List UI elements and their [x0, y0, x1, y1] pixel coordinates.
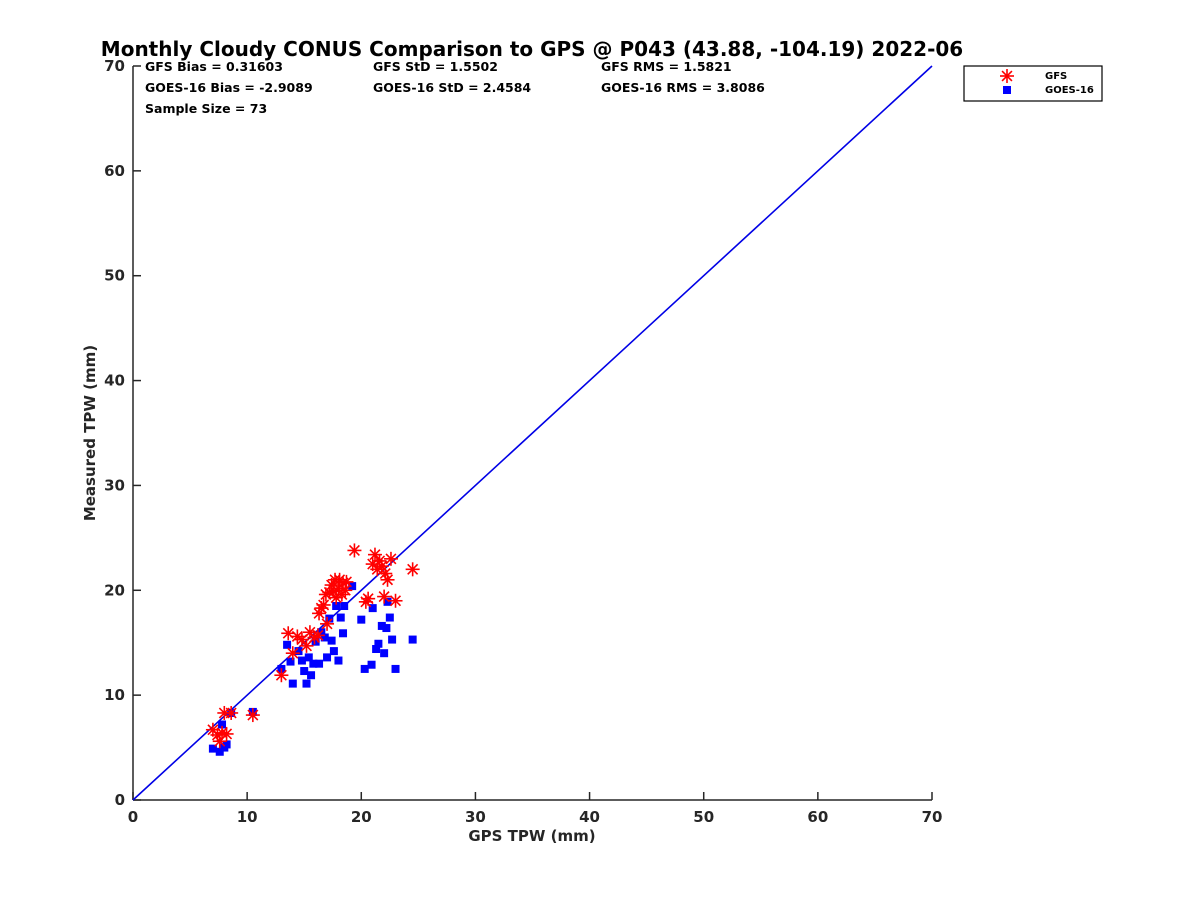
goes16-point [218, 720, 227, 729]
legend: GFS GOES-16 [963, 65, 1103, 102]
y-tick-label: 30 [104, 476, 125, 494]
gfs-point [405, 562, 420, 577]
data-points [205, 543, 420, 756]
goes16-point [302, 679, 311, 688]
plot-axes: 0 10 20 30 40 50 60 70 0 10 20 30 40 50 60 70 [104, 57, 942, 826]
goes16-point [329, 647, 338, 656]
gfs-point [388, 593, 403, 608]
legend-gfs-label: GFS [1045, 71, 1067, 82]
goes16-point [325, 614, 334, 623]
goes16-point [357, 615, 366, 624]
goes16-point [367, 660, 376, 669]
legend-goes-marker [1003, 86, 1011, 94]
goes16-point [286, 657, 295, 666]
reference-line-group [132, 65, 933, 801]
reference-line [132, 65, 933, 801]
goes16-point [391, 664, 400, 673]
goes16-point [388, 635, 397, 644]
goes16-point [408, 635, 417, 644]
gfs-point [285, 646, 300, 661]
gfs-point [374, 559, 389, 574]
goes16-point [304, 653, 313, 662]
x-tick-label: 0 [128, 808, 138, 826]
stat-sample-size: Sample Size = 73 [145, 101, 267, 116]
stat-goes-bias: GOES-16 Bias = -2.9089 [145, 80, 313, 95]
x-tick-label: 40 [579, 808, 600, 826]
gfs-point [380, 572, 395, 587]
stat-gfs-rms: GFS RMS = 1.5821 [601, 59, 732, 74]
gfs-point [347, 543, 362, 558]
goes16-point [208, 744, 217, 753]
gfs-point [245, 708, 260, 723]
stat-goes-rms: GOES-16 RMS = 3.8086 [601, 80, 765, 95]
goes16-point [323, 653, 332, 662]
y-tick-label: 40 [104, 372, 125, 390]
gfs-point [377, 589, 392, 604]
goes16-point [311, 637, 320, 646]
gfs-point [310, 628, 325, 643]
gfs-point [361, 591, 376, 606]
x-tick-label: 70 [922, 808, 943, 826]
stat-goes-std: GOES-16 StD = 2.4584 [373, 80, 531, 95]
goes16-point [288, 679, 297, 688]
goes16-point [222, 740, 231, 749]
stats-block: GFS Bias = 0.31603 GFS StD = 1.5502 GFS … [145, 59, 765, 116]
goes16-point [374, 639, 383, 648]
x-tick-label: 20 [351, 808, 372, 826]
x-tick-label: 10 [237, 808, 258, 826]
legend-goes-symbol [1003, 86, 1011, 94]
y-tick-label: 20 [104, 581, 125, 599]
x-tick-label: 30 [465, 808, 486, 826]
y-axis-label: Measured TPW (mm) [81, 345, 99, 521]
x-tick-label: 60 [807, 808, 828, 826]
y-tick-label: 60 [104, 162, 125, 180]
goes16-point [283, 640, 292, 649]
goes16-point [360, 664, 369, 673]
goes16-point [320, 633, 329, 642]
goes16-point [383, 597, 392, 606]
gfs-point [274, 668, 289, 683]
legend-gfs-symbol [1000, 69, 1014, 83]
goes16-point [377, 621, 386, 630]
goes16-point [382, 624, 391, 633]
chart-title: Monthly Cloudy CONUS Comparison to GPS @… [101, 37, 963, 61]
x-axis-label: GPS TPW (mm) [468, 827, 595, 845]
goes16-point [339, 629, 348, 638]
goes16-point [215, 747, 224, 756]
legend-box [963, 65, 1103, 102]
y-tick-label: 50 [104, 267, 125, 285]
gfs-point [219, 726, 234, 741]
goes16-point [315, 659, 324, 668]
gfs-point [224, 705, 239, 720]
gfs-point [316, 597, 331, 612]
goes16-point [307, 671, 316, 680]
goes16-point [336, 613, 345, 622]
goes16-point [372, 645, 381, 654]
gfs-point [339, 574, 354, 589]
goes16-point [300, 667, 309, 676]
legend-goes-label: GOES-16 [1045, 85, 1094, 96]
y-tick-label: 0 [115, 791, 125, 809]
gfs-point [383, 551, 398, 566]
goes16-point [368, 604, 377, 613]
x-tick-label: 50 [693, 808, 714, 826]
goes16-point [297, 656, 306, 665]
goes16-point [334, 656, 343, 665]
gfs-point [320, 616, 335, 631]
legend-gfs-marker [1000, 69, 1014, 83]
goes16-point [294, 647, 303, 656]
goes16-point [332, 602, 341, 611]
y-tick-label: 70 [104, 57, 125, 75]
goes16-point [380, 649, 389, 658]
goes16-point [340, 602, 349, 611]
goes16-point [385, 613, 394, 622]
goes16-point [348, 582, 357, 591]
stat-gfs-std: GFS StD = 1.5502 [373, 59, 498, 74]
y-tick-label: 10 [104, 686, 125, 704]
stat-gfs-bias: GFS Bias = 0.31603 [145, 59, 283, 74]
goes16-point [309, 659, 318, 668]
goes16-point [327, 636, 336, 645]
